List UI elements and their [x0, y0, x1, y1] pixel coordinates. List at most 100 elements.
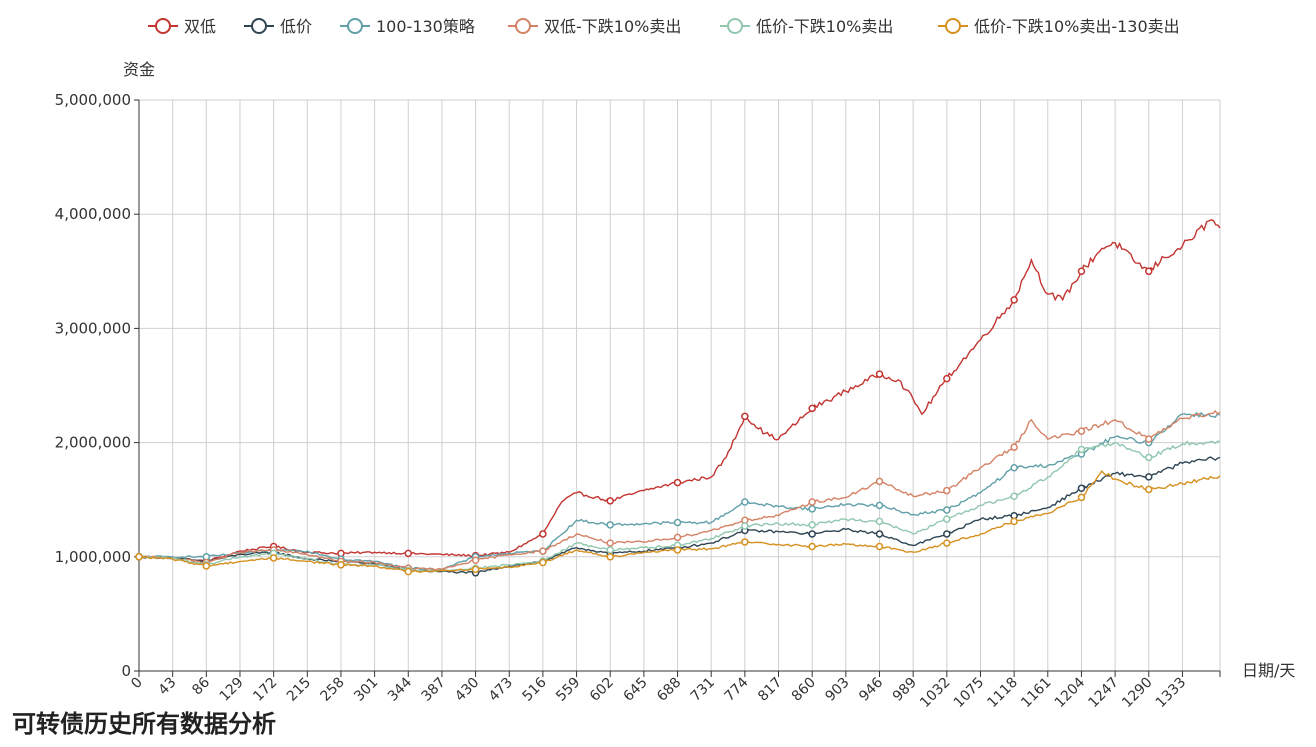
- data-point: [673, 478, 682, 487]
- y-tick-label: 4,000,000: [55, 205, 131, 223]
- legend-label: 100-130策略: [376, 17, 475, 36]
- data-point: [943, 374, 951, 383]
- legend-item[interactable]: 低价-下跌10%卖出: [720, 17, 893, 36]
- data-point: [875, 370, 884, 378]
- data-point: [1077, 445, 1086, 454]
- x-tick-label: 258: [318, 675, 348, 705]
- data-point: [1010, 492, 1018, 501]
- x-tick-label: 0: [128, 675, 146, 693]
- data-point: [337, 561, 345, 569]
- x-tick-label: 43: [156, 675, 180, 699]
- y-tick-label: 2,000,000: [55, 434, 131, 452]
- x-tick-label: 344: [385, 674, 415, 704]
- y-tick-label: 0: [121, 662, 131, 680]
- data-point: [875, 542, 884, 551]
- legend-item[interactable]: 双低: [148, 17, 216, 36]
- y-axis-title: 资金: [123, 60, 155, 79]
- data-point: [1077, 267, 1086, 276]
- data-point: [606, 553, 614, 561]
- y-tick-label: 3,000,000: [55, 319, 131, 337]
- legend-label: 低价-下跌10%卖出: [756, 17, 893, 36]
- x-tick-label: 215: [284, 675, 314, 705]
- x-tick-label: 946: [856, 674, 886, 704]
- data-point: [875, 501, 884, 510]
- data-point: [673, 518, 682, 527]
- legend-marker: [251, 18, 267, 34]
- data-point: [875, 477, 884, 486]
- data-point: [741, 412, 749, 421]
- data-point: [673, 533, 682, 542]
- data-point: [606, 539, 614, 547]
- data-point: [1145, 485, 1153, 494]
- data-point: [539, 558, 547, 567]
- x-tick-label: 860: [789, 675, 819, 705]
- legend-marker: [155, 18, 171, 34]
- y-tick-label: 5,000,000: [55, 91, 131, 109]
- data-point: [1010, 463, 1018, 472]
- legend-label: 双低: [184, 17, 216, 36]
- x-tick-label: 1333: [1153, 675, 1190, 712]
- x-tick-label: 559: [553, 675, 583, 705]
- data-point: [1145, 473, 1153, 481]
- data-point: [808, 542, 816, 551]
- x-tick-label: 1118: [984, 675, 1021, 712]
- data-point: [539, 530, 547, 538]
- data-point: [943, 486, 951, 495]
- x-tick-label: 774: [721, 674, 751, 704]
- data-point: [404, 567, 413, 576]
- grid-lines: [139, 99, 1221, 671]
- data-point: [741, 498, 749, 506]
- y-axis: 0 1,000,000 2,000,000 3,000,000 4,000,000 5,0…: [55, 91, 140, 680]
- legend-item[interactable]: 低价-下跌10%卖出-130卖出: [938, 17, 1180, 36]
- data-point: [741, 522, 749, 530]
- data-point: [943, 539, 951, 547]
- data-point: [606, 497, 614, 505]
- data-point: [606, 521, 614, 529]
- legend-item[interactable]: 100-130策略: [340, 17, 475, 36]
- x-tick-label: 1075: [951, 675, 988, 712]
- data-point: [673, 546, 682, 554]
- legend-label: 低价: [280, 17, 312, 36]
- data-point: [808, 404, 816, 413]
- x-tick-label: 430: [452, 675, 482, 705]
- data-point: [1077, 493, 1086, 502]
- x-tick-label: 688: [654, 675, 684, 705]
- x-tick-label: 1204: [1052, 674, 1089, 711]
- data-point: [1077, 484, 1086, 493]
- x-tick-label: 903: [822, 675, 852, 705]
- series-line: [138, 456, 1221, 574]
- page-title: 可转债历史所有数据分析: [12, 710, 276, 738]
- data-point: [471, 556, 480, 564]
- data-point: [1010, 443, 1018, 451]
- x-tick-label: 301: [351, 675, 381, 705]
- legend-label: 双低-下跌10%卖出: [544, 17, 681, 36]
- data-point: [1145, 453, 1153, 462]
- x-tick-label: 129: [217, 675, 247, 705]
- x-tick-label: 1247: [1085, 675, 1122, 712]
- legend-item[interactable]: 双低-下跌10%卖出: [508, 17, 681, 36]
- x-tick-label: 645: [620, 675, 650, 705]
- data-point: [741, 538, 749, 546]
- chart-legend[interactable]: 双低 低价 100-130策略 双低-下跌10%卖出 低价-下跌10%卖出 低价-下跌10…: [148, 17, 1180, 36]
- data-point: [808, 505, 816, 513]
- series-lines: [135, 219, 1221, 577]
- data-point: [471, 565, 480, 574]
- x-tick-label: 602: [587, 675, 617, 705]
- data-point: [539, 547, 547, 555]
- data-point: [1145, 435, 1153, 443]
- data-point: [943, 515, 951, 523]
- data-point: [269, 554, 278, 562]
- legend-item[interactable]: 低价: [244, 17, 312, 36]
- legend-marker: [515, 18, 531, 34]
- x-tick-label: 387: [419, 675, 449, 705]
- data-point: [943, 530, 951, 538]
- y-tick-label: 1,000,000: [55, 548, 131, 566]
- x-tick-label: 817: [755, 675, 785, 705]
- data-point: [202, 562, 211, 570]
- data-point: [875, 530, 884, 538]
- data-point: [1145, 267, 1153, 276]
- data-point: [1010, 296, 1018, 304]
- legend-marker: [727, 18, 743, 34]
- x-tick-label: 1290: [1119, 675, 1156, 712]
